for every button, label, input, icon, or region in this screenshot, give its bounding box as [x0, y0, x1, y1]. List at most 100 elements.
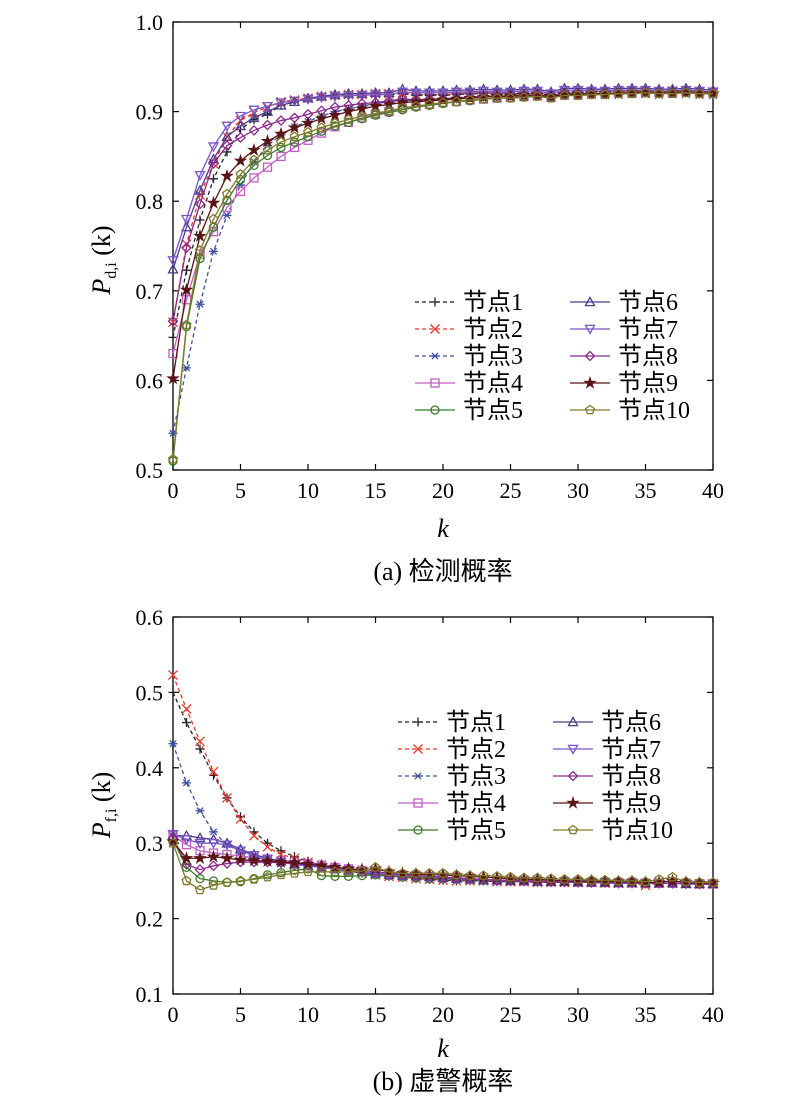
- series-9-point: [449, 91, 464, 105]
- series-4-point: [262, 162, 273, 172]
- series-10-point: [599, 89, 611, 99]
- legend-item: 节点9: [570, 370, 678, 397]
- legend-marker: [413, 717, 423, 727]
- series-6-point: [167, 263, 179, 274]
- series-7-point: [180, 214, 193, 225]
- x-tick-label: 20: [432, 1002, 454, 1027]
- caption-a: (a) 检测概率: [373, 557, 512, 586]
- series-10-point: [356, 865, 368, 876]
- series-10-point: [640, 876, 651, 886]
- series-10-point: [221, 877, 233, 887]
- series-10-point: [626, 88, 638, 98]
- series-7-point: [423, 88, 436, 99]
- series-8-point: [208, 158, 219, 169]
- series-10-point: [518, 872, 530, 883]
- series-10-point: [262, 871, 273, 882]
- series-9-point: [220, 168, 234, 182]
- series-6-point: [261, 105, 274, 116]
- legend-item: 节点3: [415, 343, 523, 370]
- series-4-point: [181, 840, 192, 850]
- series-10-point: [302, 126, 314, 137]
- y-tick-label: 0.9: [136, 100, 164, 125]
- plot-area-b: 0 5 10 15 20 25 30 35 40 0.1 0.2 0.3 0.4 0.5 0.6 节点1节点2…: [136, 605, 725, 1027]
- x-tick-label: 40: [702, 478, 724, 503]
- legend-marker: [584, 350, 596, 362]
- series-6-point: [315, 90, 328, 101]
- chart-detection-probability: 0 5 10 15 20 25 30 35 40 0.5 0.6 0.7 0.8 0.9 1.0 节点1节点2…: [87, 10, 724, 586]
- series-2-point: [208, 766, 219, 777]
- legend-marker: [413, 772, 423, 780]
- series-10-point: [356, 110, 368, 121]
- legend-label: 节点1: [446, 709, 506, 736]
- series-10: [167, 837, 719, 895]
- series-6-point: [302, 92, 314, 103]
- series-10-point: [478, 93, 489, 104]
- series-9-point: [206, 195, 221, 209]
- series-7-point: [207, 838, 220, 850]
- y-tick-label: 0.8: [136, 189, 164, 214]
- series-9-point: [301, 116, 315, 130]
- series-10-point: [370, 108, 381, 118]
- series-3-point: [168, 740, 178, 748]
- series-2-point: [195, 736, 205, 747]
- series-8-point: [451, 92, 462, 104]
- series-10-point: [491, 92, 503, 103]
- legend-item: 节点2: [415, 316, 523, 343]
- legend-item: 节点4: [398, 790, 506, 817]
- series-6-point: [369, 86, 382, 98]
- series-5-point: [276, 142, 286, 153]
- series-line-7: [172, 89, 714, 261]
- series-10-point: [383, 866, 395, 877]
- series-8-point: [208, 860, 219, 872]
- legend-label: 节点9: [618, 370, 678, 397]
- series-10-point: [181, 319, 192, 330]
- series-10-point: [262, 144, 273, 155]
- series-10-point: [410, 868, 422, 878]
- y-tick-label: 0.6: [136, 368, 164, 393]
- series-1-point: [222, 147, 232, 157]
- series-9-point: [274, 126, 288, 140]
- series-10-point: [289, 131, 300, 141]
- legend-label: 节点9: [601, 790, 661, 817]
- series-8-point: [532, 89, 543, 100]
- series-9-point: [166, 371, 180, 385]
- series-10-point: [653, 88, 665, 98]
- legend-item: 节点7: [553, 736, 661, 763]
- y-tick-label: 0.1: [136, 982, 164, 1007]
- series-2-point: [168, 670, 178, 681]
- series-1-point: [182, 265, 191, 275]
- legend-marker: [567, 824, 579, 835]
- series-2-point: [181, 704, 192, 714]
- series-10-point: [410, 100, 422, 111]
- legend-marker: [413, 798, 423, 808]
- legend-marker: [583, 375, 597, 389]
- legend-label: 节点10: [618, 397, 690, 424]
- series-9-point: [220, 851, 234, 865]
- series-10-point: [599, 874, 611, 885]
- series-8-point: [437, 93, 449, 105]
- x-tick-label: 5: [235, 1002, 246, 1027]
- series-6: [167, 82, 719, 274]
- x-tick-label: 20: [432, 478, 454, 503]
- series-9-point: [193, 851, 207, 865]
- legend-item: 节点3: [398, 763, 506, 790]
- series-10-point: [424, 868, 435, 878]
- legend-label: 节点3: [446, 763, 506, 790]
- series-7-point: [356, 91, 368, 102]
- legend-label: 节点10: [601, 817, 673, 844]
- series-10-point: [545, 873, 557, 883]
- series-10-point: [451, 96, 462, 107]
- x-tick-label: 25: [500, 1002, 522, 1027]
- series-2-point: [262, 842, 273, 852]
- series-7-point: [477, 86, 490, 97]
- series-10-point: [316, 866, 327, 877]
- series-8-point: [262, 119, 273, 131]
- series-10-point: [667, 88, 678, 98]
- series-8-point: [410, 94, 422, 106]
- series-9-point: [328, 108, 342, 121]
- series-9-point: [274, 854, 288, 868]
- series-4-point: [249, 173, 259, 183]
- series-10-point: [397, 102, 408, 113]
